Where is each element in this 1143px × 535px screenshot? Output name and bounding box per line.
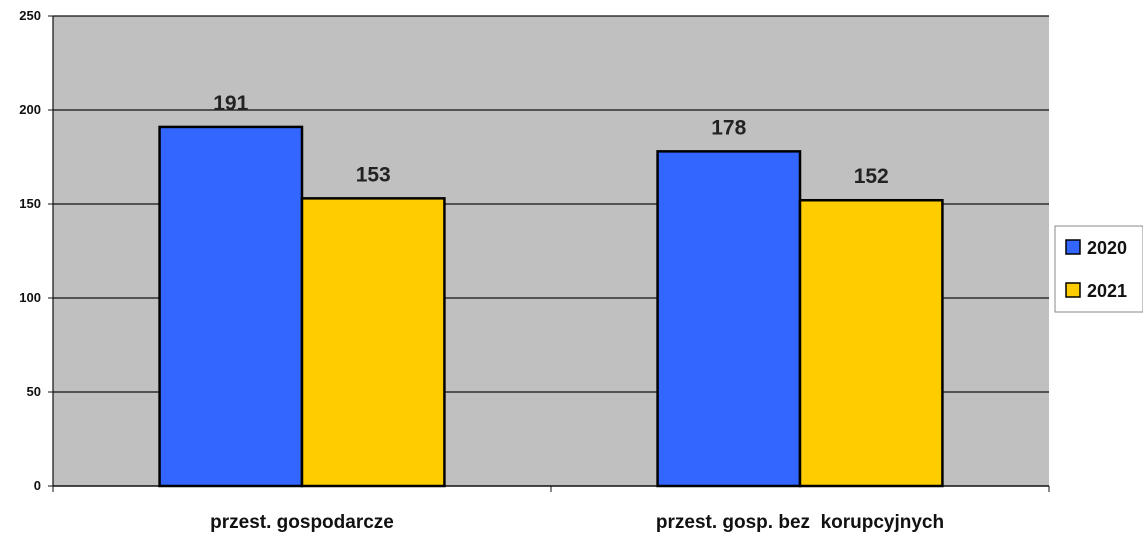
legend: 2020 2021 xyxy=(1054,225,1143,313)
bar-2021-1 xyxy=(798,198,944,488)
legend-label-2021: 2021 xyxy=(1087,281,1127,301)
legend-swatch-2021 xyxy=(1065,282,1081,298)
y-tick-label: 0 xyxy=(34,478,41,493)
legend-swatch-2020 xyxy=(1065,239,1081,255)
legend-label-2020: 2020 xyxy=(1087,238,1127,258)
bars xyxy=(158,125,944,488)
data-labels: 191 153 178 152 xyxy=(213,92,888,188)
data-label: 178 xyxy=(711,116,746,139)
y-axis: 0 50 100 150 200 250 xyxy=(19,8,54,493)
x-category-label: przest. gosp. bez korupcyjnych xyxy=(656,512,944,533)
data-label: 152 xyxy=(854,165,889,188)
y-tick-label: 50 xyxy=(27,384,41,399)
bar-2020-1 xyxy=(656,150,802,488)
bar-2021-0 xyxy=(300,197,446,488)
y-tick-label: 150 xyxy=(19,196,41,211)
y-tick-label: 100 xyxy=(19,290,41,305)
bar-2020-0 xyxy=(158,125,304,488)
y-tick-label: 250 xyxy=(19,8,41,23)
y-tick-label: 200 xyxy=(19,102,41,117)
data-label: 191 xyxy=(213,92,248,115)
x-axis: przest. gospodarcze przest. gosp. bez kor… xyxy=(52,485,1050,533)
x-category-label: przest. gospodarcze xyxy=(210,512,394,533)
data-label: 153 xyxy=(356,163,391,186)
